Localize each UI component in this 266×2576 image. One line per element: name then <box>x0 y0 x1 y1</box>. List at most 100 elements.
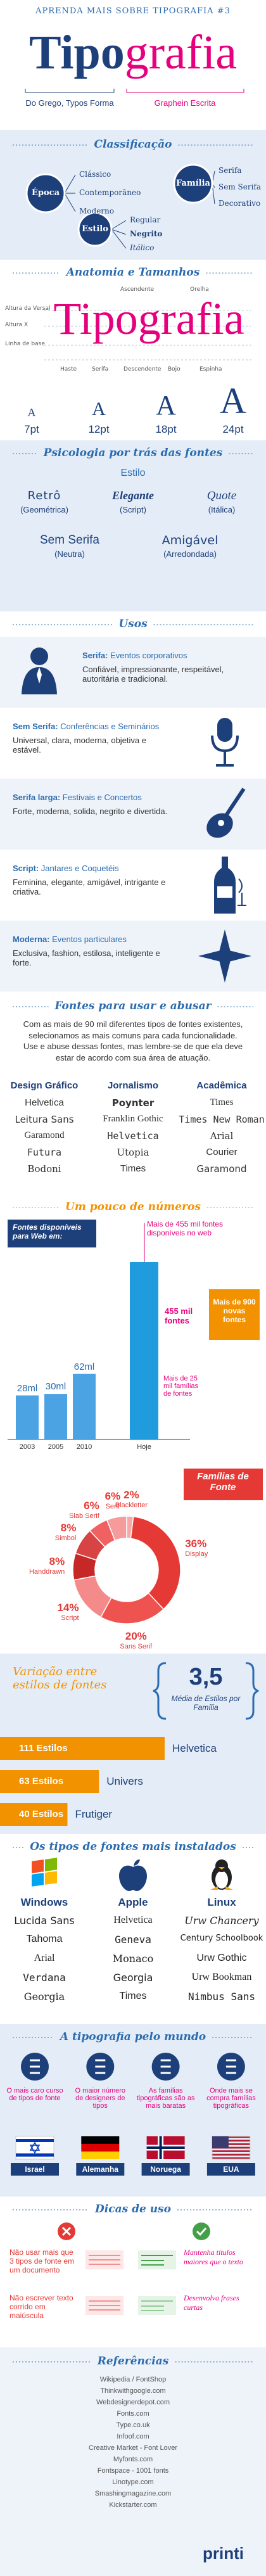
main-title: Tipografia <box>29 25 237 80</box>
brace <box>245 1662 259 1720</box>
font-name: Urw Chancery <box>184 1915 259 1927</box>
flag <box>16 2139 54 2142</box>
brace <box>153 1662 167 1720</box>
reference: Creative Market - Font Lover <box>89 2444 177 2452</box>
icon <box>238 878 246 906</box>
year: 2003 <box>19 1443 35 1451</box>
segment-value: 6% <box>104 1489 121 1502</box>
style-kind: (Geométrica) <box>20 505 68 514</box>
intro: Com as mais de 90 mil diferentes tipos d… <box>23 1019 243 1062</box>
value-label: 40 Estilos <box>19 1809 64 1820</box>
font-name: Frutiger <box>75 1808 113 1820</box>
category-item: Moderno <box>79 207 114 215</box>
section-title: Anatomia e Tamanhos <box>66 266 200 279</box>
anatomy-part: Orelha <box>190 286 209 293</box>
value-label: 111 Estilos <box>19 1743 68 1754</box>
icon <box>211 735 239 767</box>
year: 2005 <box>48 1443 64 1451</box>
use-heading: Serifa: Eventos corporativos <box>82 651 187 660</box>
bar <box>73 1374 96 1439</box>
icon <box>160 2059 171 2074</box>
value-label: 63 Estilos <box>19 1776 64 1787</box>
font-name: Times <box>210 1097 234 1107</box>
reference: Fonts.com <box>117 2410 149 2418</box>
icon <box>198 929 251 983</box>
note: Mais de 455 mil fontes disponíveis no we… <box>147 1220 224 1237</box>
font-name: Bodoni <box>27 1163 61 1175</box>
bar <box>44 1394 67 1439</box>
size-sample: A <box>156 389 176 421</box>
flag <box>81 2152 120 2159</box>
use-heading: Moderna: Eventos particulares <box>13 934 127 944</box>
segment-name: Blackletter <box>115 1502 148 1510</box>
logo <box>119 1865 147 1891</box>
section-title: Fontes para usar e abusar <box>54 1000 212 1012</box>
section-title: Um pouco de números <box>65 1201 201 1213</box>
reference: Webdesignerdepot.com <box>96 2399 170 2406</box>
icon <box>217 886 232 898</box>
reference: Myfonts.com <box>113 2456 153 2463</box>
country-bg <box>76 2163 125 2176</box>
flag <box>81 2144 120 2152</box>
use-desc: Confiável, impressionante, respeitável, … <box>82 665 224 684</box>
average-label: Média de Estilos por Família <box>171 1694 241 1712</box>
tip-do: Mantenha títulos maiores que o texto <box>184 2248 243 2266</box>
segment-value: 20% <box>125 1630 147 1643</box>
use-desc: Exclusiva, fashion, estilosa, inteligent… <box>13 948 160 967</box>
bracket <box>25 89 115 93</box>
use-font: Serifa: <box>82 651 108 660</box>
category-item: Regular <box>130 215 161 224</box>
category-item: Contemporâneo <box>79 188 141 197</box>
category-item: Serifa <box>218 166 242 175</box>
segment-name: Serif <box>105 1502 120 1510</box>
logo <box>215 1871 228 1889</box>
anatomy-part: Altura da Versal <box>5 305 51 312</box>
country-bg <box>141 2163 190 2176</box>
font-name: Century Schoolbook <box>180 1934 263 1943</box>
font-name: Georgia <box>113 1972 153 1984</box>
logo <box>32 1859 44 1873</box>
flag <box>212 2143 250 2145</box>
bar <box>0 1803 68 1826</box>
style-kind: (Arredondada) <box>163 549 217 559</box>
reference: Linotype.com <box>112 2478 154 2486</box>
brand: printi <box>203 2544 244 2563</box>
size-label: 7pt <box>24 423 39 435</box>
reference: Smashingmagazine.com <box>94 2490 172 2497</box>
tip-sample <box>138 2296 176 2315</box>
flag <box>29 2141 41 2154</box>
flag <box>212 2136 229 2148</box>
font-name: Helvetica <box>25 1097 64 1108</box>
font-name: Tahoma <box>26 1934 63 1944</box>
category-item: Itálico <box>130 243 155 252</box>
reference: Infoof.com <box>117 2433 149 2440</box>
size-label: 12pt <box>88 423 110 435</box>
reference: Type.co.uk <box>116 2421 150 2429</box>
tip-do: Desenvolva frases curtas <box>184 2293 239 2312</box>
font-name: Geneva <box>115 1934 151 1946</box>
do-icon <box>196 2227 207 2236</box>
bar <box>130 1262 158 1439</box>
tip-sample <box>141 2300 173 2311</box>
country: Noruega <box>150 2165 181 2174</box>
anatomy-part: Descendente <box>124 366 162 373</box>
font-name: Franklin Gothic <box>103 1114 163 1124</box>
category-circle <box>173 163 213 204</box>
flag <box>81 2136 120 2144</box>
use-font: Script: <box>13 864 39 873</box>
country: EUA <box>223 2165 239 2174</box>
tip-dont: Não escrever texto corrido em maiúscula <box>10 2293 73 2320</box>
segment-value: 14% <box>57 1601 79 1614</box>
icon <box>95 2059 106 2074</box>
use-event: Festivais e Concertos <box>62 793 142 802</box>
segment-name: Simbol <box>54 1534 77 1542</box>
category-item: Negrito <box>130 229 163 238</box>
logo <box>134 1859 140 1866</box>
style-name: Elegante <box>112 489 154 502</box>
section-title: Os tipos de fontes mais instalados <box>30 1840 236 1853</box>
bracket <box>126 89 244 93</box>
column-title: Apple <box>118 1896 148 1908</box>
section-title: Referências <box>97 2355 169 2368</box>
world-text: Onde mais se compra famílias tipográfica… <box>206 2087 256 2110</box>
size-sample: A <box>220 380 246 422</box>
